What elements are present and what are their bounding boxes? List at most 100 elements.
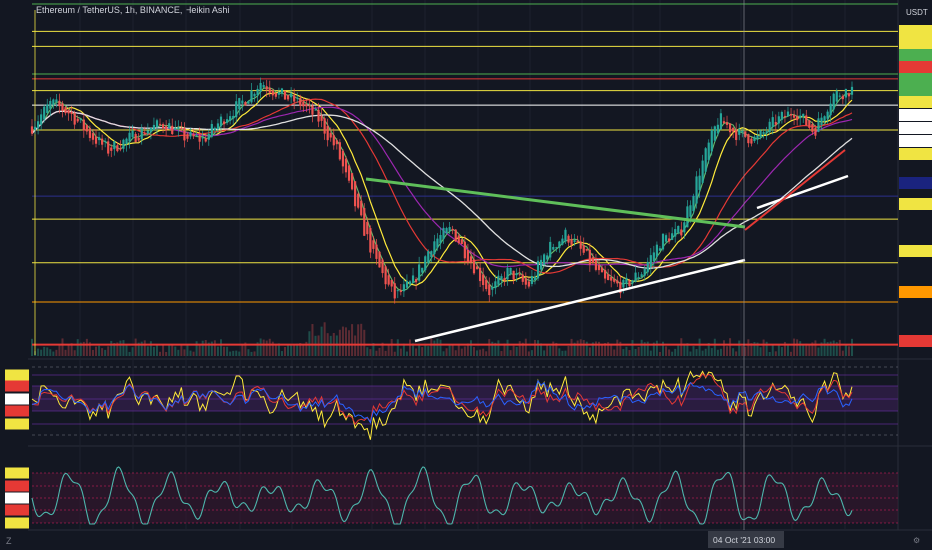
- volume-bar: [741, 346, 744, 356]
- candle-body: [844, 88, 848, 98]
- volume-bar: [744, 346, 747, 356]
- volume-bar: [348, 330, 351, 356]
- volume-bar: [229, 351, 232, 356]
- volume-bar: [704, 348, 707, 356]
- volume-bar: [640, 339, 643, 356]
- volume-bar: [783, 341, 786, 356]
- volume-bar: [140, 341, 143, 356]
- volume-bar: [543, 350, 546, 356]
- candle-body: [518, 274, 521, 276]
- volume-bar: [537, 340, 540, 356]
- candle-body: [655, 244, 659, 257]
- candle-body: [360, 200, 363, 216]
- candle-body: [411, 275, 415, 283]
- price-axis-labels: [899, 25, 932, 347]
- volume-bar: [652, 342, 655, 356]
- volume-bar: [125, 344, 128, 356]
- volume-bar: [274, 344, 277, 356]
- volume-bar: [823, 338, 826, 356]
- candle-body: [585, 248, 588, 251]
- volume-bar: [165, 351, 168, 356]
- volume-bar: [573, 342, 576, 356]
- candle-body: [649, 255, 652, 268]
- volume-bar: [149, 341, 152, 356]
- volume-bar: [213, 340, 216, 356]
- candle-body: [744, 131, 747, 137]
- candle-body: [369, 228, 372, 253]
- candle-body: [588, 249, 591, 265]
- candle-body: [97, 137, 101, 141]
- candle-body: [625, 277, 628, 284]
- candle-body: [637, 276, 640, 278]
- volume-bar: [445, 348, 448, 356]
- candle-body: [768, 121, 771, 133]
- price-label-box: [899, 198, 932, 210]
- candle-body: [759, 130, 762, 138]
- osc1-line-blue: [31, 379, 853, 424]
- volume-bar: [430, 338, 433, 356]
- volume-bar: [424, 344, 427, 356]
- volume-bar: [604, 343, 607, 356]
- candle-body: [225, 119, 229, 123]
- candle-body: [475, 266, 479, 270]
- candle-body: [317, 109, 320, 122]
- settings-icon[interactable]: ⚙: [913, 536, 920, 545]
- volume-bar: [37, 348, 40, 356]
- volume-bar: [341, 326, 344, 356]
- volume-bar: [579, 339, 582, 356]
- volume-bar: [314, 335, 317, 356]
- volume-bar: [183, 349, 186, 356]
- volume-bar: [79, 342, 82, 356]
- volume-bar: [655, 340, 658, 356]
- volume-bar: [735, 351, 738, 356]
- candle-body: [305, 104, 308, 107]
- volume-bar: [207, 342, 210, 356]
- volume-bar: [223, 346, 226, 356]
- price-label-box: [899, 135, 932, 147]
- volume-bar: [271, 341, 274, 356]
- candle-body: [244, 102, 247, 106]
- volume-bar: [622, 349, 625, 356]
- volume-bar: [101, 348, 104, 356]
- volume-bar: [512, 345, 515, 356]
- volume-bar: [91, 349, 94, 356]
- candle-body: [500, 276, 503, 281]
- candle-body: [396, 290, 399, 292]
- volume-bar: [43, 346, 46, 356]
- volume-bar: [76, 339, 79, 356]
- candle-body: [378, 251, 381, 268]
- volume-bar: [802, 344, 805, 356]
- candle-body: [643, 268, 646, 276]
- volume-bar: [113, 343, 116, 356]
- candle-body: [183, 128, 186, 141]
- volume-bar: [107, 346, 110, 356]
- candle-body: [143, 133, 146, 135]
- candle-body: [783, 115, 787, 117]
- volume-bar: [774, 351, 777, 356]
- candle-body: [347, 165, 351, 181]
- volume-bar: [463, 346, 466, 356]
- price-label-box: [899, 49, 932, 61]
- candle-body: [213, 127, 216, 131]
- candle-body: [79, 119, 82, 121]
- osc1-level-label-box: [5, 418, 29, 430]
- price-label-box: [899, 73, 932, 85]
- candle-body: [613, 278, 616, 282]
- volume-bar: [473, 347, 476, 356]
- volume-bar: [241, 343, 244, 356]
- candle-body: [652, 252, 655, 262]
- candle-body: [631, 280, 634, 284]
- volume-bar: [235, 350, 238, 356]
- candle-body: [222, 121, 226, 125]
- candle-body: [250, 90, 253, 103]
- volume-bar: [479, 349, 482, 356]
- candle-body: [530, 276, 534, 285]
- volume-bar: [607, 342, 610, 356]
- volume-bar: [134, 338, 137, 356]
- volume-bar: [576, 340, 579, 356]
- volume-bar: [110, 340, 113, 356]
- volume-bar: [168, 344, 171, 356]
- volume-bar: [67, 344, 70, 356]
- volume-bar: [518, 341, 521, 356]
